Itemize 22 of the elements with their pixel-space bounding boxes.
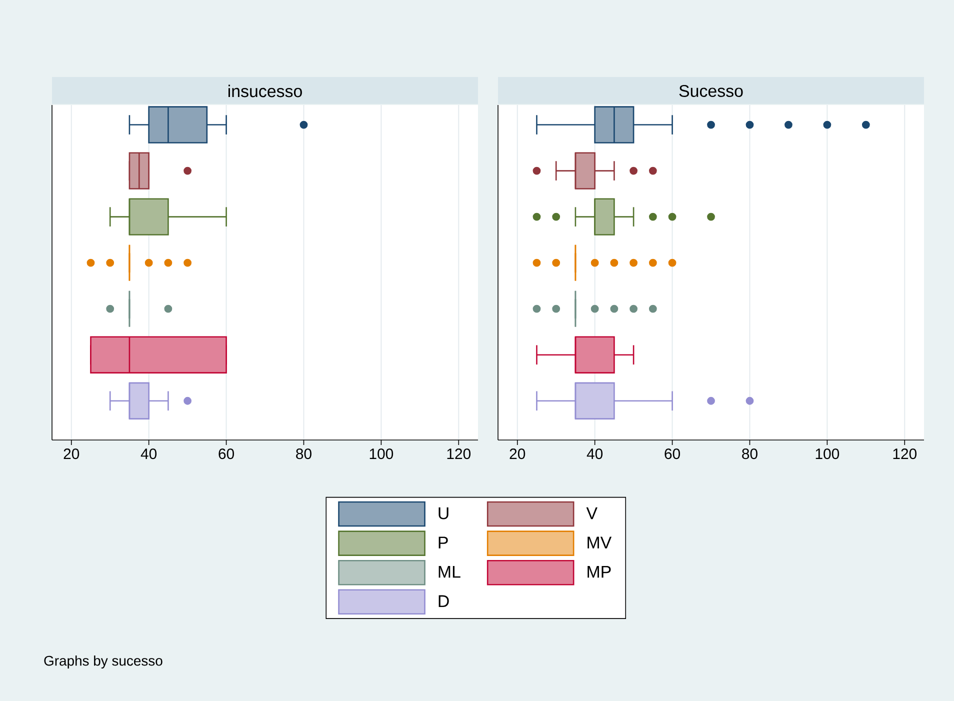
x-tick-label: 80 [742, 448, 758, 460]
x-tick-label: 60 [664, 448, 680, 460]
x-tick-label: 100 [816, 448, 840, 460]
x-tick-label: 60 [218, 448, 234, 460]
text: P [438, 536, 448, 548]
x-tick-label: 40 [586, 448, 603, 460]
x-tick-label: 100 [370, 448, 394, 460]
x-tick-label: 80 [296, 448, 312, 460]
text: V [586, 507, 598, 520]
text: ML [438, 566, 460, 578]
text: D [438, 595, 449, 607]
chart-title: insucesso [228, 84, 302, 98]
x-tick-label: 20 [510, 448, 526, 460]
x-tick-label: 120 [447, 448, 471, 460]
chart-title: Sucesso [679, 84, 743, 97]
x-tick-label: 120 [893, 448, 917, 460]
text: Graphs by sucesso [44, 655, 162, 668]
text: U [438, 507, 448, 520]
text: MV [588, 536, 612, 548]
x-tick-label: 20 [64, 448, 80, 460]
text: MP [588, 566, 611, 578]
x-tick-label: 40 [140, 448, 157, 460]
